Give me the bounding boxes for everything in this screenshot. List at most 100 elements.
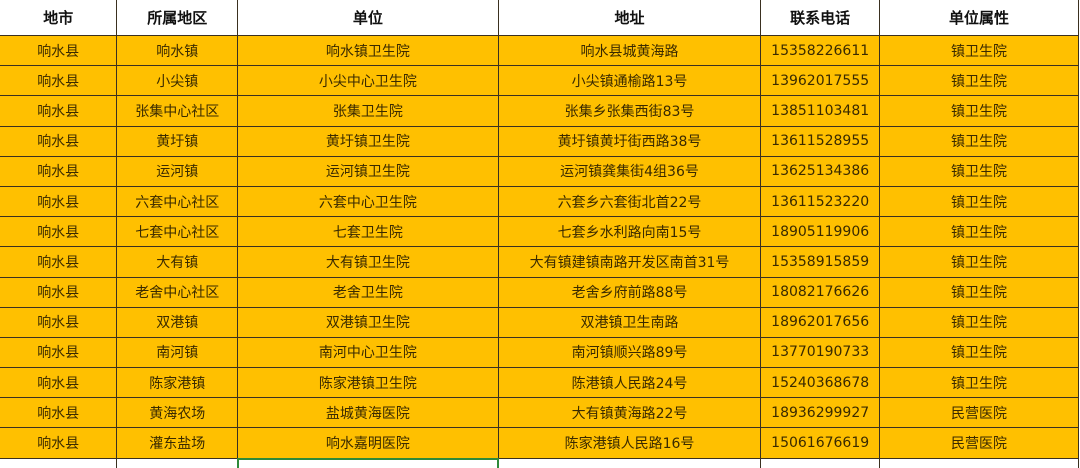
cell-address[interactable]: 运河镇龚集街4组36号: [497, 155, 762, 187]
cell-city[interactable]: 响水县: [0, 246, 118, 278]
cell-unit-type[interactable]: 镇卫生院: [879, 155, 1079, 187]
cell-city[interactable]: 响水县: [0, 216, 118, 248]
cell-city[interactable]: 响水县: [0, 185, 118, 218]
cell-district[interactable]: 老舍中心社区: [116, 276, 239, 308]
column-header-phone[interactable]: 联系电话: [760, 0, 881, 36]
column-header-address[interactable]: 地址: [497, 0, 762, 36]
empty-cell[interactable]: [879, 458, 1079, 468]
empty-cell[interactable]: [760, 458, 881, 468]
cell-city[interactable]: 响水县: [0, 65, 118, 97]
cell-city[interactable]: 响水县: [0, 427, 118, 460]
cell-district[interactable]: 六套中心社区: [116, 185, 239, 218]
cell-phone[interactable]: 13851103481: [760, 95, 881, 127]
cell-unit[interactable]: 陈家港镇卫生院: [237, 367, 499, 399]
cell-phone[interactable]: 18962017656: [760, 306, 881, 338]
cell-address[interactable]: 大有镇建镇南路开发区南首31号: [497, 246, 762, 278]
cell-unit-type[interactable]: 民营医院: [879, 397, 1079, 429]
cell-city[interactable]: 响水县: [0, 336, 118, 369]
cell-unit[interactable]: 黄圩镇卫生院: [237, 125, 499, 157]
cell-city[interactable]: 响水县: [0, 95, 118, 127]
cell-address[interactable]: 小尖镇通榆路13号: [497, 65, 762, 97]
cell-address[interactable]: 双港镇卫生南路: [497, 306, 762, 338]
cell-phone[interactable]: 15358226611: [760, 34, 881, 67]
cell-district[interactable]: 灌东盐场: [116, 427, 239, 460]
cell-unit[interactable]: 响水嘉明医院: [237, 427, 499, 460]
cell-district[interactable]: 响水镇: [116, 34, 239, 67]
cell-district[interactable]: 七套中心社区: [116, 216, 239, 248]
cell-unit[interactable]: 南河中心卫生院: [237, 336, 499, 369]
cell-phone[interactable]: 18936299927: [760, 397, 881, 429]
column-header-unit-type[interactable]: 单位属性: [879, 0, 1079, 36]
cell-address[interactable]: 陈家港镇人民路16号: [497, 427, 762, 460]
cell-unit-type[interactable]: 镇卫生院: [879, 95, 1079, 127]
cell-phone[interactable]: 13770190733: [760, 336, 881, 369]
cell-unit[interactable]: 响水镇卫生院: [237, 34, 499, 67]
column-header-city[interactable]: 地市: [0, 0, 118, 36]
cell-unit-type[interactable]: 镇卫生院: [879, 336, 1079, 369]
cell-unit-type[interactable]: 民营医院: [879, 427, 1079, 460]
cell-city[interactable]: 响水县: [0, 34, 118, 67]
cell-address[interactable]: 响水县城黄海路: [497, 34, 762, 67]
cell-district[interactable]: 双港镇: [116, 306, 239, 338]
cell-unit[interactable]: 盐城黄海医院: [237, 397, 499, 429]
cell-unit-type[interactable]: 镇卫生院: [879, 185, 1079, 218]
column-header-unit[interactable]: 单位: [237, 0, 499, 36]
cell-district[interactable]: 小尖镇: [116, 65, 239, 97]
cell-unit-type[interactable]: 镇卫生院: [879, 34, 1079, 67]
cell-address[interactable]: 张集乡张集西街83号: [497, 95, 762, 127]
cell-unit-type[interactable]: 镇卫生院: [879, 306, 1079, 338]
cell-city[interactable]: 响水县: [0, 125, 118, 157]
table-row: 响水县 张集中心社区 张集卫生院 张集乡张集西街83号 13851103481 镇卫生院: [0, 95, 1079, 127]
cell-address[interactable]: 大有镇黄海路22号: [497, 397, 762, 429]
cell-district[interactable]: 张集中心社区: [116, 95, 239, 127]
selected-cell[interactable]: [236, 457, 500, 468]
cell-unit-type[interactable]: 镇卫生院: [879, 367, 1079, 399]
cell-unit-type[interactable]: 镇卫生院: [879, 65, 1079, 97]
cell-city[interactable]: 响水县: [0, 276, 118, 308]
cell-city[interactable]: 响水县: [0, 306, 118, 338]
cell-address[interactable]: 六套乡六套街北首22号: [497, 185, 762, 218]
cell-phone[interactable]: 18082176626: [760, 276, 881, 308]
cell-address[interactable]: 七套乡水利路向南15号: [497, 216, 762, 248]
cell-unit[interactable]: 张集卫生院: [237, 95, 499, 127]
cell-phone[interactable]: 13611523220: [760, 185, 881, 218]
column-header-district[interactable]: 所属地区: [116, 0, 239, 36]
cell-phone[interactable]: 13611528955: [760, 125, 881, 157]
cell-unit[interactable]: 大有镇卫生院: [237, 246, 499, 278]
cell-phone[interactable]: 15358915859: [760, 246, 881, 278]
cell-city[interactable]: 响水县: [0, 397, 118, 429]
cell-address[interactable]: 南河镇顺兴路89号: [497, 336, 762, 369]
cell-unit[interactable]: 七套卫生院: [237, 216, 499, 248]
cell-address[interactable]: 陈港镇人民路24号: [497, 367, 762, 399]
cell-district[interactable]: 运河镇: [116, 155, 239, 187]
cell-unit-type[interactable]: 镇卫生院: [879, 216, 1079, 248]
cell-phone[interactable]: 15240368678: [760, 367, 881, 399]
cell-phone[interactable]: 13625134386: [760, 155, 881, 187]
cell-address[interactable]: 黄圩镇黄圩街西路38号: [497, 125, 762, 157]
table-row: 响水县 小尖镇 小尖中心卫生院 小尖镇通榆路13号 13962017555 镇卫生院: [0, 65, 1079, 97]
cell-phone[interactable]: 18905119906: [760, 216, 881, 248]
table-row: 响水县 黄圩镇 黄圩镇卫生院 黄圩镇黄圩街西路38号 13611528955 镇卫生院: [0, 125, 1079, 157]
cell-district[interactable]: 黄圩镇: [116, 125, 239, 157]
cell-unit[interactable]: 双港镇卫生院: [237, 306, 499, 338]
empty-cell[interactable]: [497, 458, 762, 468]
cell-unit-type[interactable]: 镇卫生院: [879, 246, 1079, 278]
cell-district[interactable]: 大有镇: [116, 246, 239, 278]
cell-unit-type[interactable]: 镇卫生院: [879, 276, 1079, 308]
header-row: 地市 所属地区 单位 地址 联系电话 单位属性: [0, 0, 1079, 36]
cell-unit[interactable]: 老舍卫生院: [237, 276, 499, 308]
empty-cell[interactable]: [116, 458, 239, 468]
cell-district[interactable]: 南河镇: [116, 336, 239, 369]
cell-unit-type[interactable]: 镇卫生院: [879, 125, 1079, 157]
cell-unit[interactable]: 运河镇卫生院: [237, 155, 499, 187]
cell-district[interactable]: 陈家港镇: [116, 367, 239, 399]
cell-phone[interactable]: 13962017555: [760, 65, 881, 97]
cell-address[interactable]: 老舍乡府前路88号: [497, 276, 762, 308]
cell-district[interactable]: 黄海农场: [116, 397, 239, 429]
cell-phone[interactable]: 15061676619: [760, 427, 881, 460]
cell-city[interactable]: 响水县: [0, 367, 118, 399]
empty-cell[interactable]: [0, 458, 118, 468]
cell-unit[interactable]: 六套中心卫生院: [237, 185, 499, 218]
cell-city[interactable]: 响水县: [0, 155, 118, 187]
cell-unit[interactable]: 小尖中心卫生院: [237, 65, 499, 97]
